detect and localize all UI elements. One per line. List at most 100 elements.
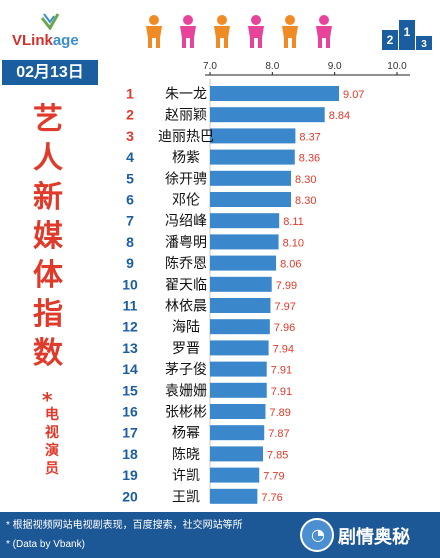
bar xyxy=(210,404,266,419)
value-label: 8.30 xyxy=(295,174,316,186)
watermark: ◔ 剧情奥秘 xyxy=(300,515,440,555)
value-label: 8.84 xyxy=(329,110,350,122)
brand-part2: age xyxy=(52,32,79,49)
x-tick-label: 10.0 xyxy=(387,61,407,72)
value-label: 8.06 xyxy=(280,259,301,271)
category-label: 冯绍峰 xyxy=(165,214,207,230)
category-label: 邓伦 xyxy=(172,193,200,209)
bar xyxy=(210,234,279,250)
rank-label: 18 xyxy=(122,446,138,462)
rank-label: 4 xyxy=(126,149,134,165)
subtitle-char: 员 xyxy=(45,461,59,477)
rank-label: 11 xyxy=(123,298,138,314)
rank-label: 2 xyxy=(126,107,134,123)
bar-chart: 7.0 8.0 9.0 10.0 1 朱一龙 9.07 2 赵丽颖 8.84 3 迪丽热巴 8.37 4 杨… xyxy=(122,61,410,505)
bar xyxy=(210,382,267,398)
rank-label: 12 xyxy=(122,319,138,335)
brand-part1: VLink xyxy=(12,32,53,49)
bar xyxy=(210,170,292,186)
category-label: 海陆 xyxy=(172,320,200,336)
vlinkage-logo: VLinkage xyxy=(12,12,132,52)
people-row-icon xyxy=(146,15,332,48)
x-tick-label: 9.0 xyxy=(328,61,342,72)
category-label: 罗晋 xyxy=(172,341,200,357)
category-label: 潘粤明 xyxy=(165,235,207,251)
value-label: 7.85 xyxy=(267,449,288,461)
value-label: 8.37 xyxy=(299,131,320,143)
logo-icon xyxy=(40,13,60,30)
subtitle-char: 演 xyxy=(45,443,59,459)
category-label: 陈乔恩 xyxy=(165,255,207,272)
bar xyxy=(210,361,267,377)
bar xyxy=(210,319,270,335)
title-char: 人 xyxy=(33,141,63,176)
category-label: 迪丽热巴 xyxy=(158,129,214,145)
rank-label: 17 xyxy=(122,425,138,441)
value-label: 8.11 xyxy=(283,216,304,228)
bar xyxy=(210,107,325,123)
rank-label: 7 xyxy=(126,213,134,229)
svg-text:3: 3 xyxy=(421,39,427,50)
category-label: 赵丽颖 xyxy=(165,108,207,124)
value-label: 7.97 xyxy=(274,301,295,313)
value-label: 7.94 xyxy=(273,343,294,355)
footer-note: * 根据视频网站电视剧表现，百度搜索，社交网站等所 * (Data by Vba… xyxy=(0,512,440,558)
value-label: 7.91 xyxy=(271,386,292,398)
footer-line-2: * (Data by Vbank) xyxy=(6,539,85,550)
podium-icon: 2 1 3 xyxy=(382,20,432,50)
value-label: 8.10 xyxy=(283,237,304,249)
subtitle-char: 电 xyxy=(45,407,59,423)
rank-label: 6 xyxy=(126,192,134,208)
svg-text:2: 2 xyxy=(387,33,394,47)
category-label: 杨紫 xyxy=(172,150,200,166)
category-label: 张彬彬 xyxy=(165,405,207,421)
title-char: 指 xyxy=(33,297,63,332)
x-tick-label: 7.0 xyxy=(203,61,217,72)
category-label: 朱一龙 xyxy=(165,87,207,103)
watermark-icon: ◔ xyxy=(300,518,334,552)
value-label: 7.96 xyxy=(274,322,295,334)
x-tick-label: 8.0 xyxy=(265,61,279,72)
category-label: 林依晨 xyxy=(165,299,207,315)
bar xyxy=(210,488,258,504)
subtitle-star: * xyxy=(42,388,53,412)
rank-label: 9 xyxy=(126,255,134,271)
category-label: 徐开骋 xyxy=(165,171,207,187)
chart-subtitle: 电 视 演 员 xyxy=(40,406,64,478)
rank-label: 8 xyxy=(126,234,134,250)
rank-label: 15 xyxy=(122,382,138,398)
value-label: 7.79 xyxy=(263,471,284,483)
title-char: 艺 xyxy=(33,102,63,137)
value-label: 8.30 xyxy=(295,195,316,207)
title-char: 数 xyxy=(33,336,63,371)
bar xyxy=(210,192,292,207)
rank-label: 16 xyxy=(122,404,138,420)
value-label: 7.91 xyxy=(271,365,292,377)
bar xyxy=(210,86,340,101)
chart-title: 艺 人 新 媒 体 指 数 xyxy=(28,100,68,373)
footer-line-1: * 根据视频网站电视剧表现，百度搜索，社交网站等所 xyxy=(6,520,243,531)
title-char: 新 xyxy=(33,180,63,215)
value-label: 7.89 xyxy=(269,407,290,419)
category-label: 翟天临 xyxy=(165,277,207,293)
value-label: 7.99 xyxy=(276,280,297,292)
date-badge: 02月13日 xyxy=(2,60,98,85)
rank-label: 20 xyxy=(122,488,138,504)
rank-label: 19 xyxy=(122,467,138,483)
bar xyxy=(210,276,272,292)
category-label: 王凯 xyxy=(172,489,200,505)
bar xyxy=(210,446,263,462)
rank-label: 14 xyxy=(122,361,138,377)
watermark-text: 剧情奥秘 xyxy=(338,527,410,548)
category-label: 茅子俊 xyxy=(165,362,207,378)
rank-label: 3 xyxy=(126,128,134,144)
value-label: 7.76 xyxy=(261,492,282,504)
value-label: 9.07 xyxy=(343,89,364,101)
subtitle-char: 视 xyxy=(45,425,59,441)
bar xyxy=(210,298,271,313)
category-label: 杨幂 xyxy=(172,426,200,442)
brand-name: VLinkage xyxy=(12,32,79,49)
title-char: 媒 xyxy=(33,219,63,254)
svg-text:1: 1 xyxy=(404,25,411,39)
bar xyxy=(210,255,277,271)
